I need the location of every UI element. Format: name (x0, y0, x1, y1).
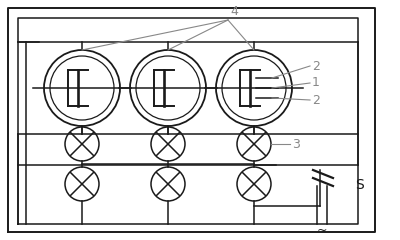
Text: S: S (355, 178, 364, 192)
Text: 3: 3 (292, 138, 300, 150)
Text: 2: 2 (312, 94, 320, 107)
Text: 1: 1 (312, 77, 320, 90)
Text: ~: ~ (317, 223, 327, 236)
Text: 2: 2 (312, 60, 320, 72)
Text: 4: 4 (230, 5, 238, 18)
